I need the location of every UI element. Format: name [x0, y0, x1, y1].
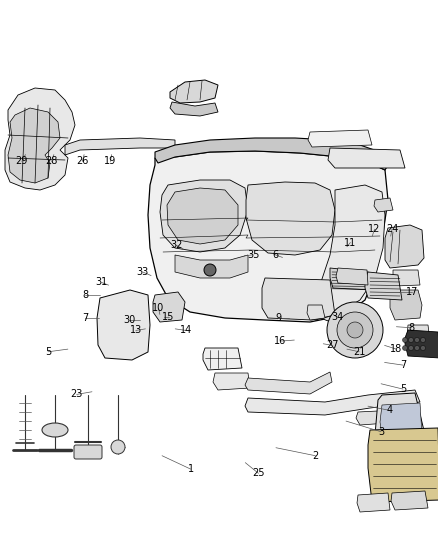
Text: 25: 25	[252, 469, 265, 478]
Text: 19: 19	[104, 157, 117, 166]
Polygon shape	[307, 305, 325, 320]
Circle shape	[347, 322, 363, 338]
Text: 6: 6	[272, 250, 278, 260]
Polygon shape	[213, 373, 250, 390]
Ellipse shape	[42, 423, 68, 437]
Polygon shape	[390, 445, 438, 492]
Polygon shape	[407, 325, 430, 344]
Polygon shape	[65, 138, 175, 155]
Polygon shape	[5, 88, 75, 190]
Polygon shape	[394, 450, 437, 487]
Text: 32: 32	[170, 240, 182, 250]
Text: 7: 7	[400, 360, 406, 370]
Text: 8: 8	[82, 290, 88, 300]
Circle shape	[409, 345, 413, 351]
Polygon shape	[175, 255, 248, 278]
Text: 23: 23	[71, 390, 83, 399]
FancyBboxPatch shape	[74, 445, 102, 459]
Circle shape	[327, 302, 383, 358]
Text: 10: 10	[152, 303, 165, 313]
Text: 3: 3	[378, 427, 384, 437]
Text: 12: 12	[368, 224, 381, 234]
Circle shape	[103, 308, 143, 348]
Text: 1: 1	[187, 464, 194, 474]
Text: 13: 13	[130, 326, 142, 335]
Polygon shape	[357, 493, 390, 512]
Circle shape	[403, 345, 407, 351]
Polygon shape	[385, 225, 424, 268]
Text: 11: 11	[344, 238, 357, 247]
Polygon shape	[170, 102, 218, 116]
Polygon shape	[391, 491, 428, 510]
Circle shape	[414, 345, 420, 351]
Circle shape	[420, 345, 425, 351]
Polygon shape	[308, 130, 372, 147]
Polygon shape	[336, 268, 368, 285]
Text: 14: 14	[180, 326, 192, 335]
Circle shape	[319, 299, 341, 321]
Text: 8: 8	[409, 323, 415, 333]
Polygon shape	[310, 185, 385, 320]
Text: 30: 30	[123, 315, 135, 325]
Polygon shape	[375, 393, 425, 478]
Text: 18: 18	[390, 344, 403, 354]
Polygon shape	[8, 108, 60, 183]
Text: 29: 29	[16, 157, 28, 166]
Polygon shape	[374, 198, 393, 212]
Text: 33: 33	[136, 267, 148, 277]
Text: 4: 4	[387, 406, 393, 415]
Polygon shape	[167, 188, 238, 244]
Text: 31: 31	[95, 278, 108, 287]
Text: 5: 5	[45, 347, 51, 357]
Circle shape	[403, 337, 407, 343]
Circle shape	[204, 264, 216, 276]
Text: 16: 16	[274, 336, 286, 346]
Polygon shape	[148, 151, 388, 322]
Polygon shape	[405, 330, 438, 358]
Polygon shape	[365, 272, 402, 300]
Circle shape	[337, 312, 373, 348]
Polygon shape	[245, 372, 332, 394]
Circle shape	[409, 337, 413, 343]
Text: 2: 2	[312, 451, 318, 461]
Polygon shape	[262, 278, 335, 320]
Polygon shape	[160, 180, 248, 252]
Text: 26: 26	[76, 157, 88, 166]
Text: 27: 27	[327, 341, 339, 350]
Circle shape	[420, 337, 425, 343]
Text: 17: 17	[406, 287, 418, 297]
Text: 5: 5	[400, 384, 406, 394]
Polygon shape	[203, 348, 242, 370]
Text: 24: 24	[386, 224, 398, 234]
Polygon shape	[245, 390, 420, 415]
Text: 34: 34	[331, 312, 343, 322]
Polygon shape	[380, 403, 422, 437]
Polygon shape	[153, 292, 185, 322]
Circle shape	[414, 337, 420, 343]
Text: 7: 7	[82, 313, 88, 323]
Polygon shape	[368, 428, 438, 502]
Polygon shape	[390, 290, 422, 320]
Circle shape	[297, 302, 313, 318]
Text: 9: 9	[275, 313, 281, 323]
Text: 35: 35	[247, 250, 259, 260]
Polygon shape	[155, 138, 390, 170]
Circle shape	[111, 440, 125, 454]
Polygon shape	[170, 80, 218, 103]
Polygon shape	[97, 290, 150, 360]
Circle shape	[280, 302, 296, 318]
Polygon shape	[328, 148, 405, 168]
Polygon shape	[330, 268, 372, 290]
Polygon shape	[356, 410, 402, 425]
Text: 21: 21	[353, 347, 365, 357]
Polygon shape	[393, 270, 420, 286]
Polygon shape	[246, 182, 335, 255]
Text: 15: 15	[162, 312, 175, 322]
Text: 28: 28	[46, 157, 58, 166]
